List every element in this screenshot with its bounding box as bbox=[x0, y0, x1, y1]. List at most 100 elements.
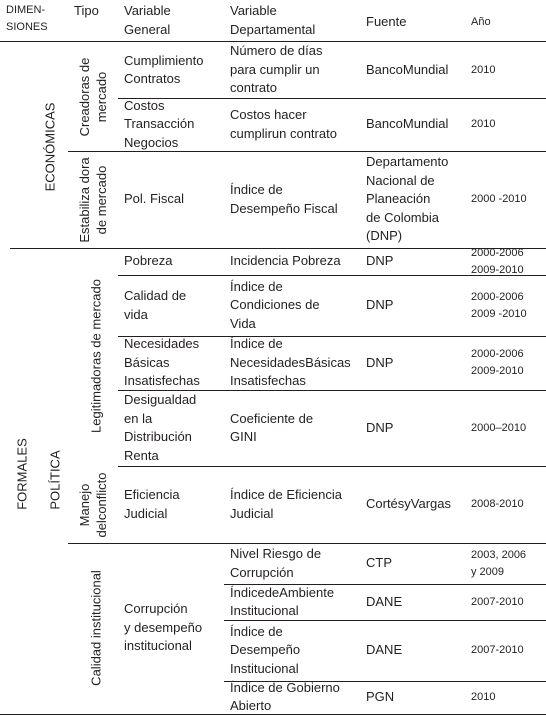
row-10-fuente: DANE bbox=[366, 620, 463, 681]
row-rule bbox=[224, 584, 546, 585]
row-6-general-line: Renta bbox=[124, 447, 159, 463]
row-4-general: Calidad de vida bbox=[124, 275, 222, 336]
tipo-estabilizadora-de-mercado-line: Estabiliza dora bbox=[77, 157, 92, 243]
row-11-anio-line: 2010 bbox=[471, 690, 496, 703]
row-7-general-line: Judicial bbox=[124, 505, 168, 521]
row-4-anio-line: 2009 -2010 bbox=[471, 307, 527, 320]
row-rule bbox=[224, 620, 546, 621]
row-5-general-line: Básicas bbox=[124, 354, 170, 370]
row-9-departamental-line: ÍndicedeAmbiente bbox=[230, 584, 335, 600]
row-11-departamental-line: Índice de Gobierno bbox=[230, 679, 340, 695]
dimension-formales-line: FORMALES bbox=[14, 438, 30, 510]
row-5-fuente-line: DNP bbox=[366, 354, 394, 370]
row-1-fuente-line: BancoMundial bbox=[366, 116, 449, 132]
tipo-manejo-del-conflicto-line: delconflicto bbox=[94, 472, 109, 538]
row-2-fuente: Departamento Nacional de Planeación de Colo… bbox=[366, 151, 463, 248]
row-1-general: Costos Transacción Negocios bbox=[124, 98, 222, 151]
header-fuente-line: Fuente bbox=[366, 13, 407, 29]
header-tipo-line: Tipo bbox=[74, 3, 99, 18]
row-4-departamental-line: Índice de bbox=[230, 278, 283, 294]
row-0-general-line: Cumplimiento bbox=[124, 52, 204, 68]
row-8-fuente: CTP bbox=[366, 543, 463, 584]
header-dimensiones-line: SIONES bbox=[6, 21, 48, 33]
tipo-legitimadoras-de-mercado-line: Legitimadoras de mercado bbox=[88, 279, 104, 433]
row-0-general: Cumplimiento Contratos bbox=[124, 42, 222, 98]
row-2-fuente-line: (DNP) bbox=[366, 228, 403, 244]
row-9-anio: 2007-2010 bbox=[471, 584, 544, 620]
tipo-estabilizadora-de-mercado-line: de mercado bbox=[94, 165, 109, 235]
row-1-general-line: Transacción bbox=[124, 116, 195, 132]
row-5-anio-line: 2009-2010 bbox=[471, 365, 524, 377]
row-6-general-line: Distribución bbox=[124, 429, 192, 444]
row-4-general-line: Calidad de bbox=[124, 288, 187, 303]
row-3-general-line: Pobreza bbox=[124, 253, 173, 269]
row-3-general: Pobreza bbox=[124, 248, 222, 275]
header-variable-departamental-line: Departamental bbox=[230, 21, 316, 37]
row-0-departamental-line: contrato bbox=[230, 80, 277, 96]
tipo-creadoras-de-mercado: Creadoras de mercado bbox=[76, 58, 110, 137]
row-rule bbox=[118, 466, 546, 467]
row-2-fuente-line: de Colombia bbox=[366, 209, 439, 225]
row-10-anio-line: 2007-2010 bbox=[471, 644, 524, 656]
row-1-departamental-line: cumplirun contrato bbox=[230, 125, 337, 141]
row-5-general-line: Necesidades bbox=[124, 336, 200, 352]
row-2-departamental-line: Desempeño Fiscal bbox=[230, 200, 338, 216]
merged-general-corrupcion: Corrupción y desempeño institucional bbox=[124, 543, 222, 713]
row-7-anio-line: 2008-2010 bbox=[471, 498, 524, 510]
row-4-general-line: vida bbox=[124, 306, 148, 322]
row-8-departamental: Nivel Riesgo de Corrupción bbox=[230, 543, 358, 584]
row-3-departamental-line: Incidencia Pobreza bbox=[230, 253, 341, 269]
tipo-creadoras-de-mercado-line: Creadoras de bbox=[77, 57, 92, 137]
row-8-departamental-line: Nivel Riesgo de bbox=[230, 546, 322, 561]
row-7-general: Eficiencia Judicial bbox=[124, 466, 222, 543]
row-3-fuente: DNP bbox=[366, 248, 463, 275]
row-10-anio: 2007-2010 bbox=[471, 620, 544, 681]
row-4-departamental-line: Condiciones de bbox=[230, 297, 320, 313]
merged-general-corrupcion-line: Corrupción bbox=[124, 601, 188, 617]
tipo-manejo-del-conflicto-line: Manejo bbox=[77, 483, 92, 527]
row-10-fuente-line: DANE bbox=[366, 642, 403, 658]
row-7-general-line: Eficiencia bbox=[124, 487, 180, 502]
row-1-anio: 2010 bbox=[471, 98, 544, 151]
row-1-general-line: Negocios bbox=[124, 134, 179, 150]
row-3-anio-line: 2000-2006 bbox=[471, 246, 524, 259]
row-rule bbox=[118, 275, 546, 276]
bottom-rule bbox=[0, 714, 546, 715]
row-6-departamental-line: Coeficiente de bbox=[230, 410, 314, 426]
row-4-anio: 2000-2006 2009 -2010 bbox=[471, 275, 544, 336]
header-anio-line: Año bbox=[471, 15, 491, 28]
row-1-anio-line: 2010 bbox=[471, 118, 496, 130]
row-6-departamental: Coeficiente de GINI bbox=[230, 390, 358, 466]
header-rule bbox=[0, 41, 546, 42]
dimension-economicas-line: ECONÓMICAS bbox=[42, 102, 58, 192]
row-3-fuente-line: DNP bbox=[366, 253, 394, 269]
tipo-calidad-institucional: Calidad institucional bbox=[88, 570, 105, 686]
row-5-general: Necesidades Básicas Insatisfechas bbox=[124, 336, 222, 390]
row-0-departamental-line: Número de días bbox=[230, 43, 323, 59]
row-5-departamental: Índice de NecesidadesBásicas Insatisfechas bbox=[230, 336, 358, 390]
row-5-anio-line: 2000-2006 bbox=[471, 348, 524, 360]
row-5-departamental-line: Índice de bbox=[230, 336, 283, 352]
row-2-departamental: Índice de Desempeño Fiscal bbox=[230, 151, 358, 248]
row-10-departamental-line: Desempeño bbox=[230, 642, 301, 658]
row-rule bbox=[10, 248, 546, 249]
tipo-manejo-del-conflicto: Manejo delconflicto bbox=[76, 472, 110, 537]
row-9-departamental-line: Institucional bbox=[230, 603, 299, 618]
row-11-fuente-line: PGN bbox=[366, 688, 395, 704]
dimension-formales: FORMALES bbox=[14, 438, 31, 510]
row-0-departamental-line: para cumplir un bbox=[230, 61, 320, 77]
row-7-departamental: Índice de Eficiencia Judicial bbox=[230, 466, 358, 543]
tipo-estabilizadora-de-mercado: Estabiliza dora de mercado bbox=[76, 157, 110, 242]
row-3-anio: 2000-2006 2009-2010 bbox=[471, 246, 544, 276]
row-4-departamental: Índice de Condiciones de Vida bbox=[230, 275, 358, 336]
row-7-anio: 2008-2010 bbox=[471, 466, 544, 543]
row-2-anio: 2000 -2010 bbox=[471, 151, 544, 248]
row-0-fuente-line: BancoMundial bbox=[366, 61, 449, 77]
row-1-departamental: Costos hacer cumplirun contrato bbox=[230, 98, 358, 151]
row-4-fuente-line: DNP bbox=[366, 297, 394, 313]
row-5-anio: 2000-2006 2009-2010 bbox=[471, 336, 544, 390]
row-6-fuente: DNP bbox=[366, 390, 463, 466]
row-2-fuente-line: Nacional de bbox=[366, 172, 435, 188]
row-2-fuente-line: Departamento bbox=[366, 154, 449, 170]
